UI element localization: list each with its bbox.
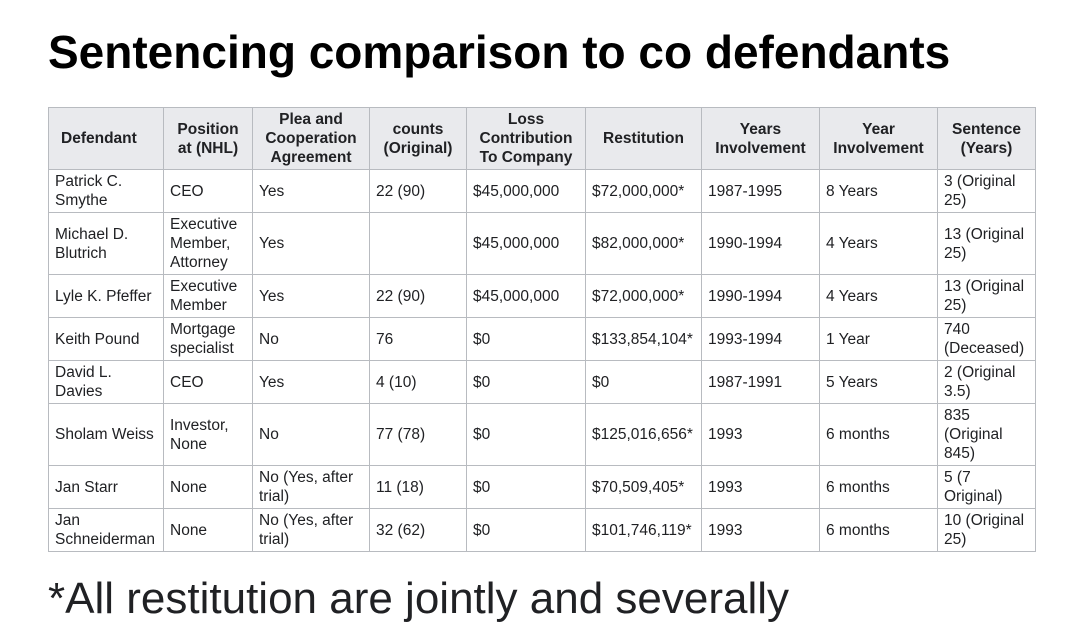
years-involvement-cell: 1993 <box>701 508 820 552</box>
sentence-cell: 3 (Original 25) <box>937 169 1036 213</box>
year-involvement-cell: 4 Years <box>819 212 938 275</box>
defendant-cell: Jan Starr <box>48 465 164 509</box>
years-involvement-cell: 1990-1994 <box>701 274 820 318</box>
year-involvement-cell: 1 Year <box>819 317 938 361</box>
table-row: Jan Starr None No (Yes, after trial) 11 … <box>48 465 1036 509</box>
defendant-cell: Patrick C. Smythe <box>48 169 164 213</box>
restitution-cell: $70,509,405* <box>585 465 702 509</box>
counts-cell: 11 (18) <box>369 465 467 509</box>
position-cell: Mortgage specialist <box>163 317 253 361</box>
plea-cell: Yes <box>252 169 370 213</box>
column-header-sentence: Sentence (Years) <box>937 107 1036 170</box>
position-cell: None <box>163 465 253 509</box>
position-cell: Executive Member, Attorney <box>163 212 253 275</box>
loss-cell: $45,000,000 <box>466 212 586 275</box>
sentence-cell: 13 (Original 25) <box>937 212 1036 275</box>
defendant-cell: Lyle K. Pfeffer <box>48 274 164 318</box>
plea-cell: No (Yes, after trial) <box>252 465 370 509</box>
position-cell: CEO <box>163 169 253 213</box>
table-row: Michael D. Blutrich Executive Member, At… <box>48 212 1036 275</box>
restitution-cell: $101,746,119* <box>585 508 702 552</box>
years-involvement-cell: 1987-1995 <box>701 169 820 213</box>
loss-cell: $0 <box>466 465 586 509</box>
table-row: David L. Davies CEO Yes 4 (10) $0 $0 198… <box>48 360 1036 404</box>
sentencing-table-container: Defendant Position at (NHL) Plea and Coo… <box>48 107 1036 552</box>
column-header-years-involvement: Years Involvement <box>701 107 820 170</box>
year-involvement-cell: 4 Years <box>819 274 938 318</box>
years-involvement-cell: 1993 <box>701 403 820 466</box>
table-row: Jan Schneiderman None No (Yes, after tri… <box>48 508 1036 552</box>
plea-cell: Yes <box>252 274 370 318</box>
year-involvement-cell: 6 months <box>819 403 938 466</box>
restitution-cell: $0 <box>585 360 702 404</box>
defendant-cell: Sholam Weiss <box>48 403 164 466</box>
restitution-cell: $72,000,000* <box>585 169 702 213</box>
sentence-cell: 835 (Original 845) <box>937 403 1036 466</box>
plea-cell: No <box>252 403 370 466</box>
restitution-cell: $125,016,656* <box>585 403 702 466</box>
column-header-plea: Plea and Cooperation Agreement <box>252 107 370 170</box>
table-row: Patrick C. Smythe CEO Yes 22 (90) $45,00… <box>48 169 1036 213</box>
defendant-cell: Jan Schneiderman <box>48 508 164 552</box>
column-header-loss: Loss Contribution To Company <box>466 107 586 170</box>
column-header-restitution: Restitution <box>585 107 702 170</box>
years-involvement-cell: 1990-1994 <box>701 212 820 275</box>
plea-cell: Yes <box>252 360 370 404</box>
position-cell: None <box>163 508 253 552</box>
position-cell: Investor, None <box>163 403 253 466</box>
sentence-cell: 2 (Original 3.5) <box>937 360 1036 404</box>
years-involvement-cell: 1993 <box>701 465 820 509</box>
defendant-cell: Keith Pound <box>48 317 164 361</box>
position-cell: CEO <box>163 360 253 404</box>
sentence-cell: 5 (7 Original) <box>937 465 1036 509</box>
years-involvement-cell: 1987-1991 <box>701 360 820 404</box>
header-row: Defendant Position at (NHL) Plea and Coo… <box>48 107 1036 170</box>
column-header-counts: counts (Original) <box>369 107 467 170</box>
plea-cell: No <box>252 317 370 361</box>
restitution-footnote: *All restitution are jointly and several… <box>48 574 790 623</box>
years-involvement-cell: 1993-1994 <box>701 317 820 361</box>
year-involvement-cell: 5 Years <box>819 360 938 404</box>
loss-cell: $0 <box>466 317 586 361</box>
table-row: Keith Pound Mortgage specialist No 76 $0… <box>48 317 1036 361</box>
restitution-cell: $133,854,104* <box>585 317 702 361</box>
year-involvement-cell: 6 months <box>819 465 938 509</box>
counts-cell: 22 (90) <box>369 169 467 213</box>
page-title: Sentencing comparison to co defendants <box>48 26 951 78</box>
counts-cell: 76 <box>369 317 467 361</box>
counts-cell: 77 (78) <box>369 403 467 466</box>
sentencing-table: Defendant Position at (NHL) Plea and Coo… <box>48 107 1036 552</box>
year-involvement-cell: 8 Years <box>819 169 938 213</box>
counts-cell: 4 (10) <box>369 360 467 404</box>
column-header-year-involvement: Year Involvement <box>819 107 938 170</box>
counts-cell <box>369 212 467 275</box>
defendant-cell: David L. Davies <box>48 360 164 404</box>
table-row: Sholam Weiss Investor, None No 77 (78) $… <box>48 403 1036 466</box>
restitution-cell: $72,000,000* <box>585 274 702 318</box>
sentence-cell: 13 (Original 25) <box>937 274 1036 318</box>
table-row: Lyle K. Pfeffer Executive Member Yes 22 … <box>48 274 1036 318</box>
column-header-defendant: Defendant <box>48 107 164 170</box>
plea-cell: No (Yes, after trial) <box>252 508 370 552</box>
counts-cell: 22 (90) <box>369 274 467 318</box>
restitution-cell: $82,000,000* <box>585 212 702 275</box>
loss-cell: $45,000,000 <box>466 274 586 318</box>
defendant-cell: Michael D. Blutrich <box>48 212 164 275</box>
loss-cell: $0 <box>466 508 586 552</box>
sentence-cell: 10 (Original 25) <box>937 508 1036 552</box>
loss-cell: $45,000,000 <box>466 169 586 213</box>
plea-cell: Yes <box>252 212 370 275</box>
position-cell: Executive Member <box>163 274 253 318</box>
year-involvement-cell: 6 months <box>819 508 938 552</box>
counts-cell: 32 (62) <box>369 508 467 552</box>
loss-cell: $0 <box>466 360 586 404</box>
sentence-cell: 740 (Deceased) <box>937 317 1036 361</box>
column-header-position: Position at (NHL) <box>163 107 253 170</box>
loss-cell: $0 <box>466 403 586 466</box>
